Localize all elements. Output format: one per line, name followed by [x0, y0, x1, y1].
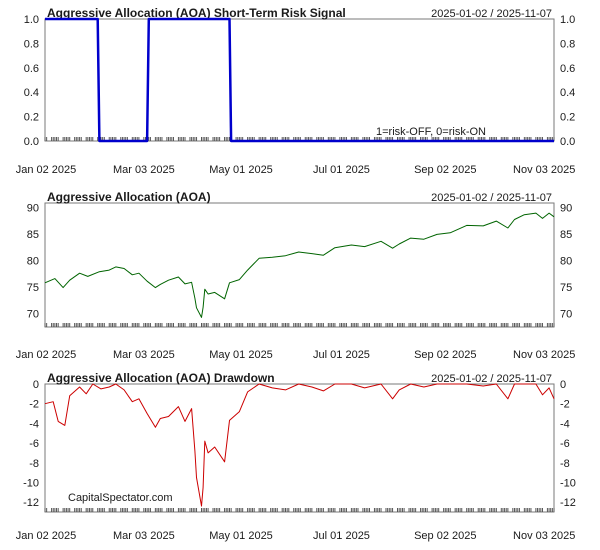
drawdown-series	[44, 383, 555, 507]
drawdown-x-tick-label: Nov 03 2025	[513, 530, 575, 542]
drawdown-y-tick-left: 0	[33, 379, 39, 391]
risk-signal-x-tick-label: May 01 2025	[209, 164, 273, 176]
drawdown-x-axis: Jan 02 2025 Mar 03 2025 May 01 2025 Jul 01 …	[16, 530, 576, 542]
risk-signal-x-tick-label: Mar 03 2025	[113, 164, 175, 176]
risk-signal-date-range: 2025-01-02 / 2025-11-07	[431, 8, 552, 20]
price-y-tick-left: 80	[27, 255, 39, 267]
risk-signal-y-tick-left: 0.0	[24, 136, 39, 148]
price-y-tick-left: 70	[27, 309, 39, 321]
drawdown-x-tick-label: Mar 03 2025	[113, 530, 175, 542]
drawdown-y-tick-left: -6	[29, 438, 39, 450]
watermark: CapitalSpectator.com	[68, 492, 173, 504]
risk-signal-x-tick-label: Jan 02 2025	[16, 164, 77, 176]
drawdown-title: Aggressive Allocation (AOA) Drawdown	[47, 371, 275, 385]
drawdown-date-range: 2025-01-02 / 2025-11-07	[431, 373, 552, 385]
price-y-tick-left: 90	[27, 202, 39, 214]
risk-signal-x-axis: Jan 02 2025 Mar 03 2025 May 01 2025 Jul 01 …	[16, 164, 576, 176]
price-x-axis: Jan 02 2025 Mar 03 2025 May 01 2025 Jul 01 …	[16, 349, 576, 361]
risk-signal-x-tick-label: Sep 02 2025	[414, 164, 476, 176]
risk-signal-y-tick-right: 0.8	[560, 38, 575, 50]
risk-signal-panel: Aggressive Allocation (AOA) Short-Term R…	[16, 6, 576, 176]
price-y-tick-right: 85	[560, 229, 572, 241]
price-series	[44, 212, 555, 318]
drawdown-tick-marks	[44, 508, 555, 512]
risk-signal-annotation: 1=risk-OFF, 0=risk-ON	[376, 126, 486, 138]
drawdown-y-tick-right: -6	[560, 438, 570, 450]
drawdown-y-tick-right: 0	[560, 379, 566, 391]
price-y-tick-left: 75	[27, 282, 39, 294]
price-line	[44, 212, 555, 318]
risk-signal-plot-area	[44, 18, 555, 142]
price-x-tick-label: May 01 2025	[209, 349, 273, 361]
risk-signal-y-axis-right: 1.0 0.8 0.6 0.4 0.2 0.0	[560, 14, 575, 148]
price-y-tick-right: 80	[560, 255, 572, 267]
risk-signal-y-tick-right: 0.0	[560, 136, 575, 148]
price-y-tick-right: 70	[560, 309, 572, 321]
price-panel: Aggressive Allocation (AOA) 2025-01-02 /…	[16, 190, 576, 361]
price-x-tick-label: Mar 03 2025	[113, 349, 175, 361]
risk-signal-y-tick-left: 0.4	[24, 87, 39, 99]
price-x-tick-label: Jul 01 2025	[313, 349, 370, 361]
price-x-tick-label: Jan 02 2025	[16, 349, 77, 361]
price-y-tick-right: 90	[560, 202, 572, 214]
drawdown-y-tick-right: -2	[560, 399, 570, 411]
price-x-tick-label: Nov 03 2025	[513, 349, 575, 361]
risk-signal-x-tick-label: Nov 03 2025	[513, 164, 575, 176]
drawdown-x-tick-label: Jan 02 2025	[16, 530, 77, 542]
drawdown-x-tick-label: Jul 01 2025	[313, 530, 370, 542]
price-date-range: 2025-01-02 / 2025-11-07	[431, 192, 552, 204]
drawdown-x-tick-label: May 01 2025	[209, 530, 273, 542]
drawdown-y-axis-left: 0 -2 -4 -6 -8 -10 -12	[23, 379, 39, 509]
risk-signal-y-tick-left: 1.0	[24, 14, 39, 26]
risk-signal-y-tick-left: 0.6	[24, 63, 39, 75]
drawdown-panel: Aggressive Allocation (AOA) Drawdown 202…	[16, 371, 576, 542]
drawdown-x-tick-label: Sep 02 2025	[414, 530, 476, 542]
drawdown-y-tick-left: -8	[29, 458, 39, 470]
drawdown-y-tick-right: -10	[560, 477, 576, 489]
drawdown-y-tick-left: -4	[29, 418, 39, 430]
risk-signal-line	[45, 17, 554, 143]
price-y-axis-right: 90 85 80 75 70	[560, 202, 572, 320]
price-title: Aggressive Allocation (AOA)	[47, 190, 211, 204]
drawdown-y-tick-right: -8	[560, 458, 570, 470]
risk-signal-series	[45, 17, 554, 143]
drawdown-y-tick-left: -12	[23, 497, 39, 509]
risk-signal-title: Aggressive Allocation (AOA) Short-Term R…	[47, 6, 346, 20]
risk-signal-y-tick-right: 0.6	[560, 63, 575, 75]
risk-signal-y-tick-left: 0.2	[24, 112, 39, 124]
risk-signal-y-tick-right: 0.4	[560, 87, 575, 99]
drawdown-line	[44, 383, 555, 507]
price-plot-area	[44, 202, 555, 328]
price-y-tick-left: 85	[27, 229, 39, 241]
price-tick-marks	[44, 323, 555, 327]
drawdown-y-tick-right: -12	[560, 497, 576, 509]
risk-signal-y-tick-right: 0.2	[560, 112, 575, 124]
price-y-tick-right: 75	[560, 282, 572, 294]
price-y-axis-left: 90 85 80 75 70	[27, 202, 39, 320]
risk-signal-x-tick-label: Jul 01 2025	[313, 164, 370, 176]
risk-signal-y-tick-left: 0.8	[24, 38, 39, 50]
drawdown-y-axis-right: 0 -2 -4 -6 -8 -10 -12	[560, 379, 576, 509]
drawdown-y-tick-left: -2	[29, 399, 39, 411]
price-x-tick-label: Sep 02 2025	[414, 349, 476, 361]
drawdown-y-tick-left: -10	[23, 477, 39, 489]
drawdown-y-tick-right: -4	[560, 418, 570, 430]
risk-signal-y-axis-left: 1.0 0.8 0.6 0.4 0.2 0.0	[24, 14, 39, 148]
risk-signal-y-tick-right: 1.0	[560, 14, 575, 26]
